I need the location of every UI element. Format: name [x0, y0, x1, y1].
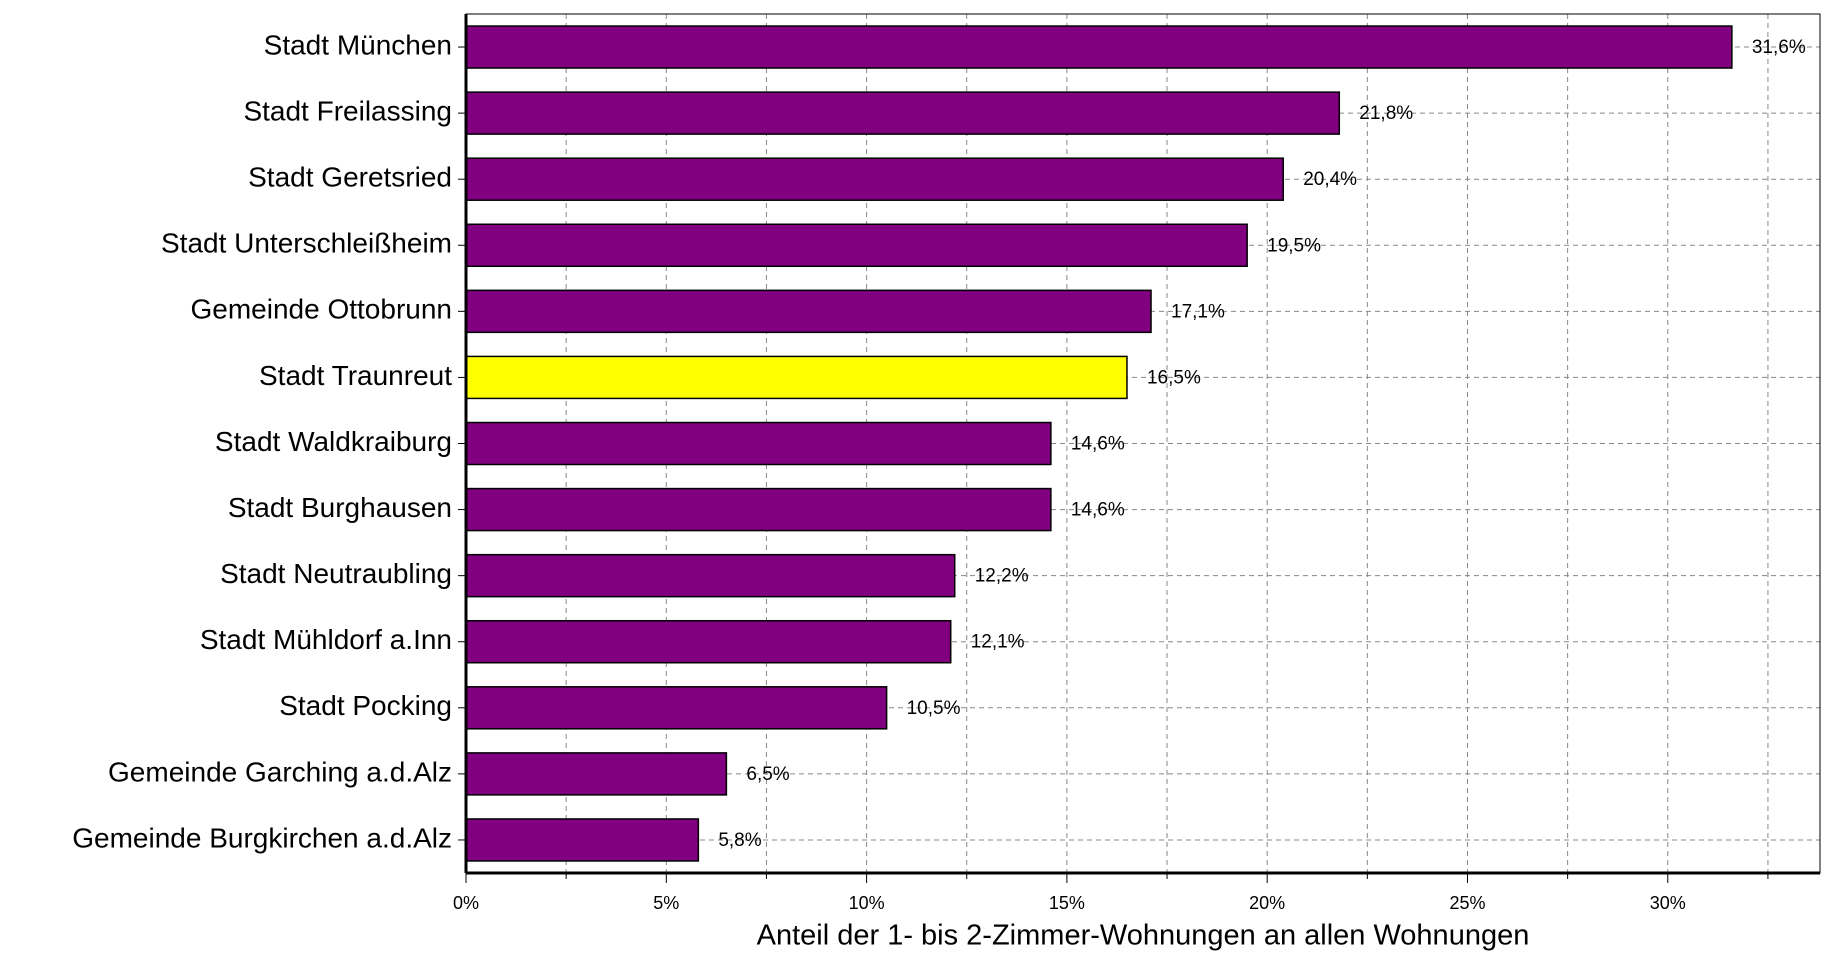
value-label: 14,6% [1071, 434, 1125, 455]
bar [465, 619, 952, 664]
bar [465, 752, 728, 796]
value-label: 21,8% [1359, 103, 1413, 124]
category-label: Gemeinde Ottobrunn [191, 294, 453, 325]
bar [465, 355, 1128, 400]
value-label: 14,6% [1071, 500, 1125, 521]
x-tick-label: 10% [849, 893, 885, 913]
x-tick-label: 15% [1049, 893, 1085, 913]
category-label: Stadt Neutraubling [220, 558, 452, 589]
bar [465, 289, 1152, 334]
category-label: Stadt Mühldorf a.Inn [200, 624, 452, 655]
value-label: 10,5% [907, 698, 961, 719]
x-tick-label: 5% [653, 893, 679, 913]
x-tick-label: 25% [1449, 893, 1485, 913]
category-label: Stadt Burghausen [228, 492, 452, 523]
category-label: Gemeinde Garching a.d.Alz [108, 756, 452, 787]
bar [465, 91, 1341, 135]
category-label: Stadt Pocking [279, 690, 452, 721]
category-label: Stadt Unterschleißheim [161, 228, 452, 259]
category-label: Stadt Geretsried [248, 162, 452, 193]
value-label: 12,2% [975, 566, 1029, 587]
x-tick-label: 0% [453, 893, 479, 913]
category-label: Stadt Waldkraiburg [215, 426, 452, 457]
value-label: 16,5% [1147, 367, 1201, 388]
value-label: 20,4% [1303, 169, 1357, 190]
bar [465, 421, 1052, 466]
value-label: 12,1% [971, 632, 1025, 653]
bar [465, 157, 1284, 201]
value-label: 19,5% [1267, 235, 1321, 256]
value-label: 5,8% [718, 830, 761, 851]
category-label: Stadt München [264, 29, 452, 60]
bar [465, 686, 888, 730]
bar [465, 487, 1052, 532]
value-label: 6,5% [746, 764, 789, 785]
value-label: 31,6% [1752, 37, 1806, 58]
bar [465, 553, 956, 598]
category-label: Stadt Freilassing [243, 96, 452, 127]
x-tick-label: 20% [1249, 893, 1285, 913]
bar [465, 818, 700, 862]
x-axis-title: Anteil der 1- bis 2-Zimmer-Wohnungen an … [757, 920, 1530, 952]
value-label: 17,1% [1171, 301, 1225, 322]
category-label: Stadt Traunreut [259, 360, 452, 391]
x-tick-label: 30% [1650, 893, 1686, 913]
bar [465, 223, 1248, 268]
bar [465, 25, 1733, 69]
category-label: Gemeinde Burgkirchen a.d.Alz [72, 822, 452, 853]
